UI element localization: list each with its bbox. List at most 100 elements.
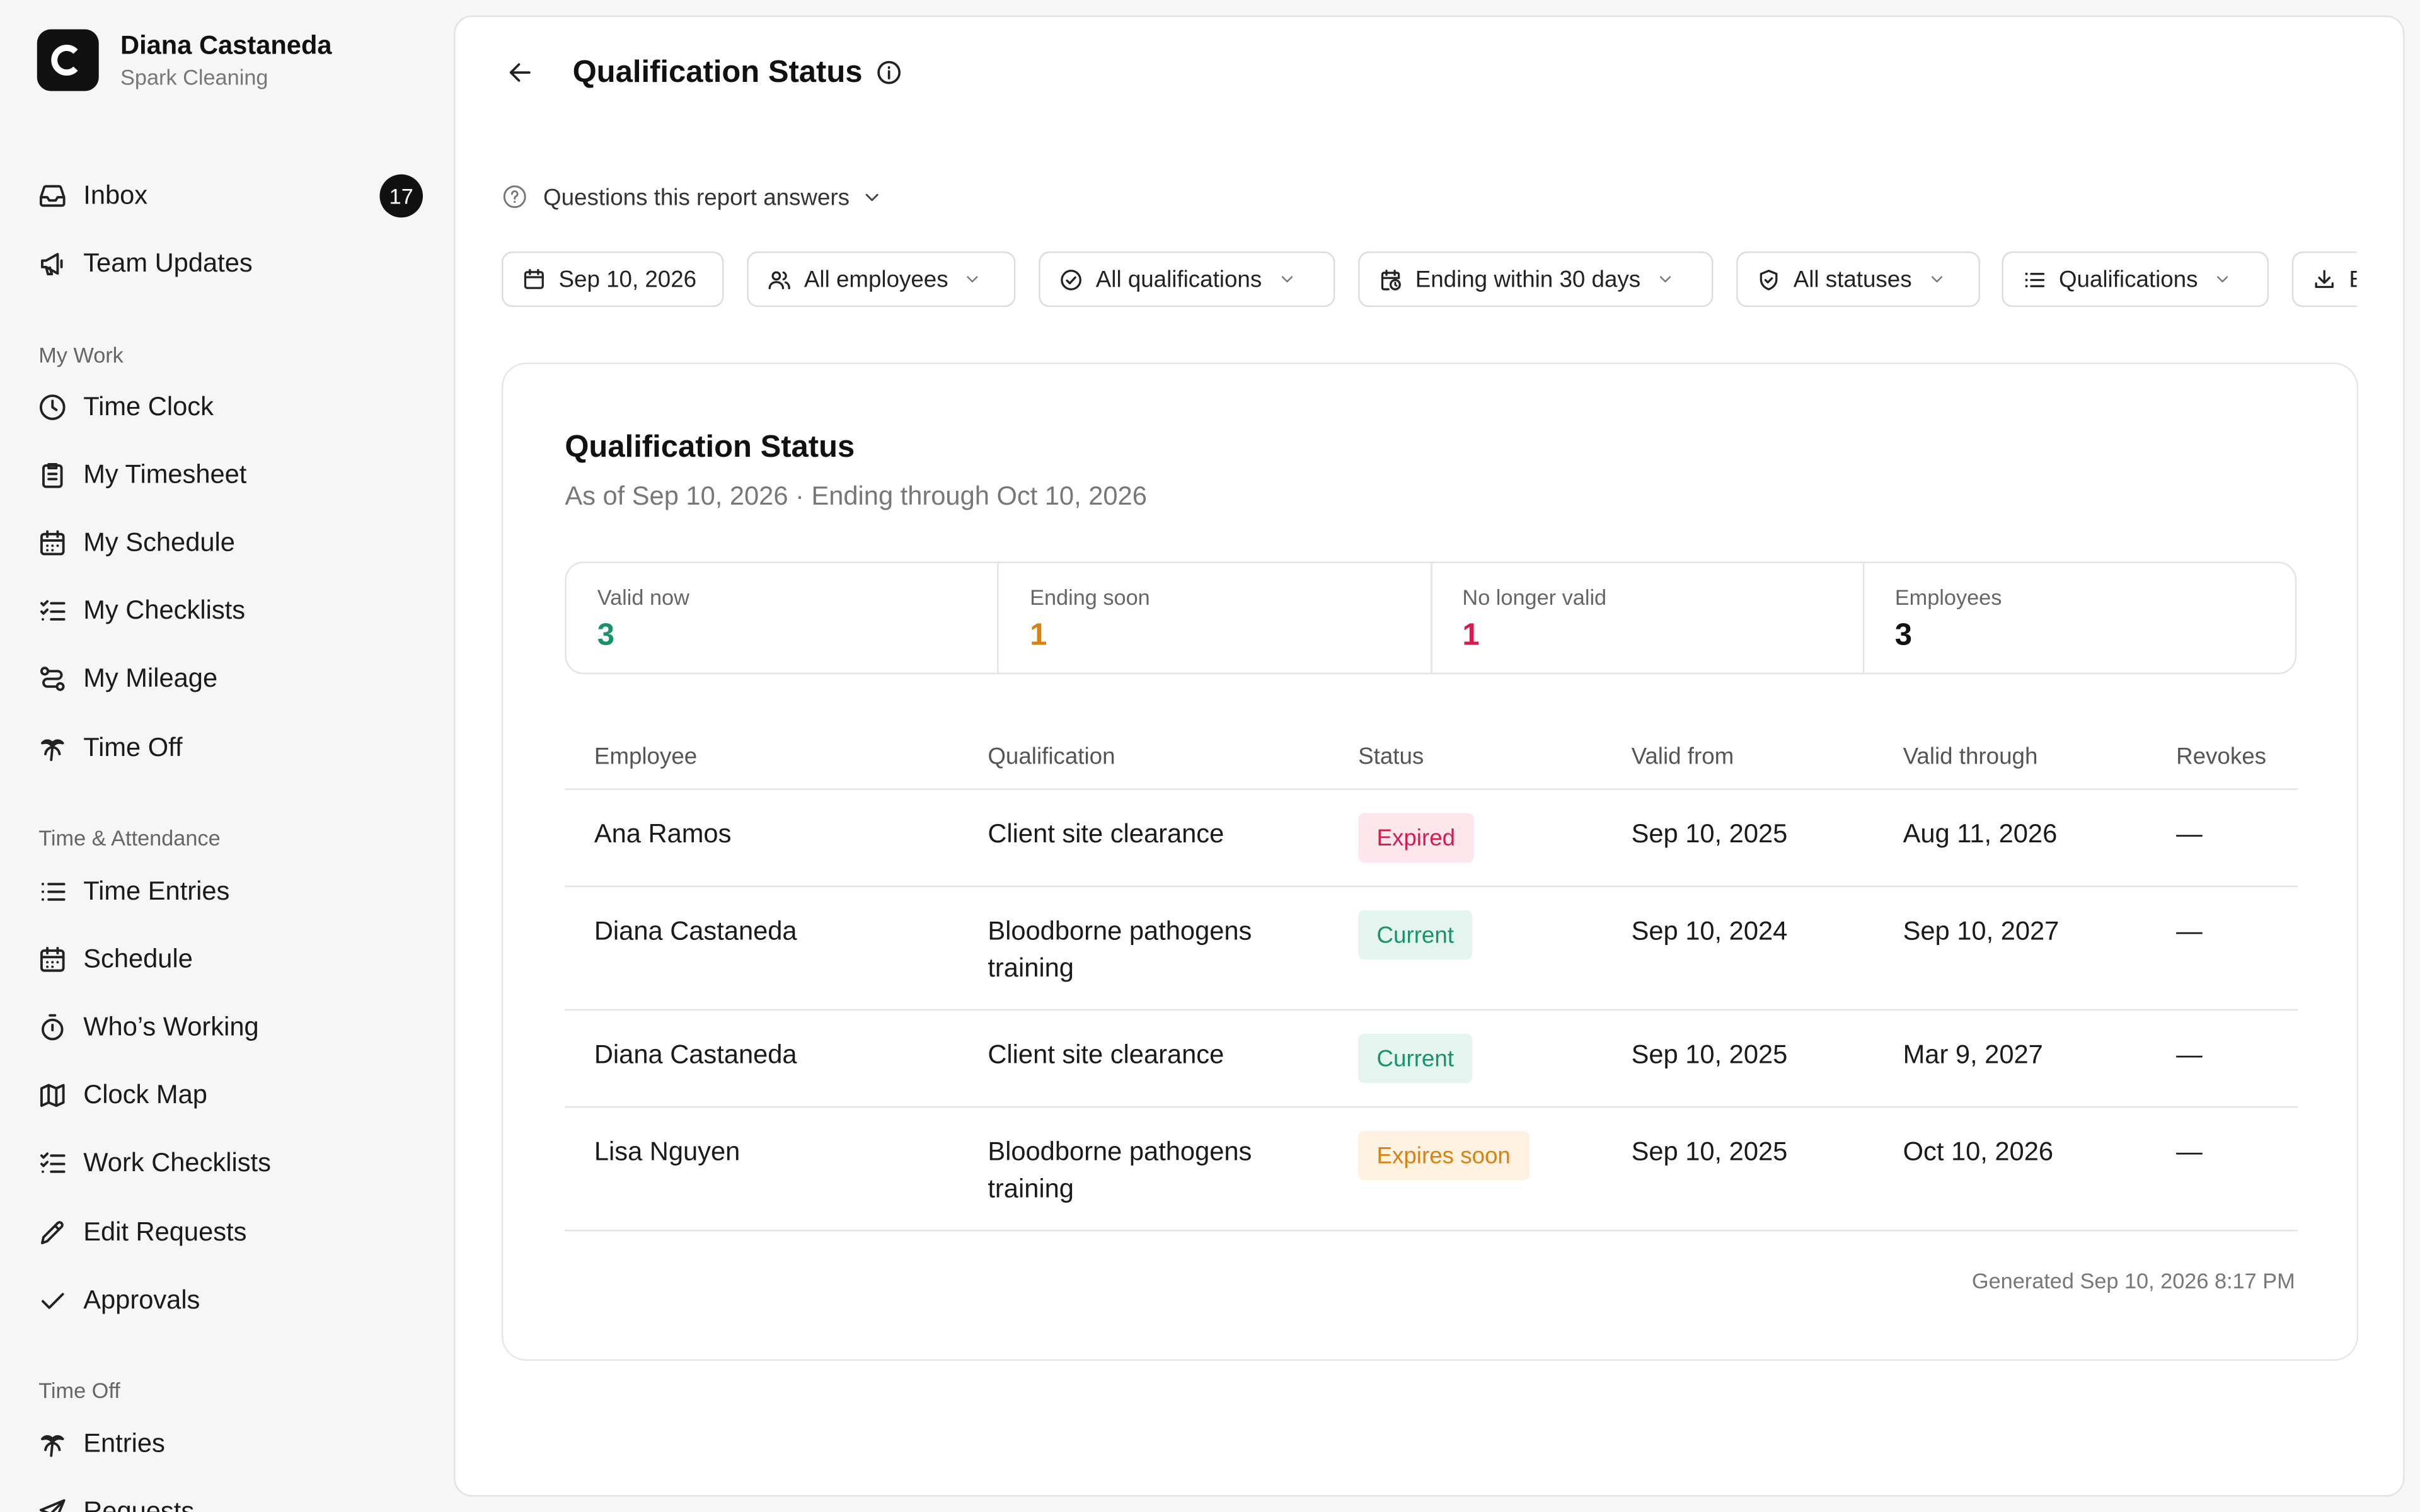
sidebar-item-label: My Mileage bbox=[83, 664, 218, 694]
table-row[interactable]: Diana Castaneda Bloodborne pathogens tra… bbox=[565, 887, 2298, 1011]
valid-from-cell: Sep 10, 2025 bbox=[1631, 1137, 1788, 1167]
sidebar-item-schedule[interactable]: Schedule bbox=[37, 935, 426, 984]
valid-through-cell: Sep 10, 2027 bbox=[1903, 916, 2060, 946]
sidebar-item-approvals[interactable]: Approvals bbox=[37, 1275, 426, 1324]
status-badge: Expired bbox=[1358, 813, 1474, 862]
stat-no-longer-valid: No longer valid 1 bbox=[1431, 563, 1864, 673]
chevron-down-icon bbox=[1656, 270, 1674, 289]
sidebar-item-my-schedule[interactable]: My Schedule bbox=[37, 518, 426, 568]
employee-cell: Lisa Nguyen bbox=[594, 1137, 740, 1167]
sidebar-item-time-off[interactable]: Time Off bbox=[37, 723, 426, 772]
palm-tree-icon bbox=[37, 732, 68, 763]
report-title: Qualification Status bbox=[565, 430, 855, 465]
stat-label: No longer valid bbox=[1462, 585, 1607, 610]
column-header-valid-from[interactable]: Valid from bbox=[1631, 743, 1734, 770]
sidebar-item-label: Inbox bbox=[83, 180, 148, 210]
download-icon bbox=[2312, 267, 2337, 292]
table-row[interactable]: Ana Ramos Client site clearance Expired … bbox=[565, 790, 2298, 888]
qualification-line: Bloodborne pathogens bbox=[988, 916, 1252, 946]
checklist-icon bbox=[37, 596, 68, 627]
questions-toggle[interactable]: Questions this report answers bbox=[502, 183, 884, 211]
status-badge: Current bbox=[1358, 1033, 1473, 1084]
pencil-icon bbox=[37, 1217, 68, 1247]
statuses-filter[interactable]: All statuses bbox=[1736, 251, 1981, 307]
sidebar-item-my-timesheet[interactable]: My Timesheet bbox=[37, 450, 426, 500]
sidebar-item-edit-requests[interactable]: Edit Requests bbox=[37, 1207, 426, 1256]
sidebar-item-team-updates[interactable]: Team Updates bbox=[37, 239, 426, 289]
column-header-status[interactable]: Status bbox=[1358, 743, 1424, 770]
sidebar-item-label: My Schedule bbox=[83, 528, 235, 558]
sidebar-item-requests[interactable]: Requests bbox=[37, 1487, 426, 1512]
stopwatch-icon bbox=[37, 1012, 68, 1043]
palm-tree-icon bbox=[37, 1429, 68, 1460]
help-circle-icon bbox=[502, 183, 529, 211]
check-icon bbox=[37, 1285, 68, 1315]
back-button[interactable] bbox=[505, 57, 536, 88]
qualifications-filter[interactable]: All qualifications bbox=[1039, 251, 1335, 307]
chevron-down-icon bbox=[2213, 270, 2232, 289]
info-icon[interactable] bbox=[875, 59, 902, 86]
sidebar-item-time-entries[interactable]: Time Entries bbox=[37, 867, 426, 916]
revokes-cell: — bbox=[2176, 1040, 2203, 1070]
table-row[interactable]: Lisa Nguyen Bloodborne pathogens trainin… bbox=[565, 1108, 2298, 1232]
logo-c-icon bbox=[51, 45, 78, 76]
sidebar-item-who-s-working[interactable]: Who’s Working bbox=[37, 1003, 426, 1052]
sidebar-item-my-mileage[interactable]: My Mileage bbox=[37, 655, 426, 704]
sidebar-item-clock-map[interactable]: Clock Map bbox=[37, 1071, 426, 1120]
qualification-table: Employee Qualification Status Valid from Val… bbox=[565, 735, 2298, 1232]
arrow-left-icon bbox=[509, 63, 531, 82]
megaphone-icon bbox=[37, 248, 68, 279]
column-header-qualification[interactable]: Qualification bbox=[988, 743, 1115, 770]
status-badge: Expires soon bbox=[1358, 1131, 1530, 1181]
sidebar-item-label: My Checklists bbox=[83, 596, 246, 626]
group-by-filter[interactable]: Qualifications bbox=[2002, 251, 2269, 307]
sidebar-item-work-checklists[interactable]: Work Checklists bbox=[37, 1139, 426, 1188]
calendar-clock-icon bbox=[1378, 267, 1403, 292]
employees-filter-label: All employees bbox=[804, 266, 948, 293]
sidebar-section-label: Time Off bbox=[38, 1377, 120, 1403]
sidebar-section-label: Time & Attendance bbox=[38, 825, 221, 850]
company-logo bbox=[37, 29, 99, 91]
export-button[interactable]: E bbox=[2291, 251, 2357, 307]
sidebar-item-label: Clock Map bbox=[83, 1080, 207, 1110]
sidebar-item-my-checklists[interactable]: My Checklists bbox=[37, 587, 426, 636]
sidebar-section-label: My Work bbox=[38, 342, 124, 367]
column-header-valid-through[interactable]: Valid through bbox=[1903, 743, 2038, 770]
users-icon bbox=[767, 267, 792, 292]
employees-filter[interactable]: All employees bbox=[747, 251, 1016, 307]
date-filter-label: Sep 10, 2026 bbox=[558, 266, 697, 293]
date-filter[interactable]: Sep 10, 2026 bbox=[501, 251, 724, 307]
sidebar-item-label: My Timesheet bbox=[83, 460, 247, 490]
sidebar-item-label: Requests bbox=[83, 1496, 195, 1512]
stat-ending-soon: Ending soon 1 bbox=[999, 563, 1432, 673]
window-filter[interactable]: Ending within 30 days bbox=[1358, 251, 1714, 307]
stat-employees: Employees 3 bbox=[1864, 563, 2295, 673]
account-switcher[interactable]: Diana Castaneda Spark Cleaning bbox=[37, 29, 332, 91]
sidebar-item-inbox[interactable]: Inbox 17 bbox=[37, 171, 426, 220]
valid-from-cell: Sep 10, 2025 bbox=[1631, 819, 1788, 849]
qualification-cell: Client site clearance bbox=[988, 1037, 1224, 1074]
table-header: Employee Qualification Status Valid from Val… bbox=[565, 735, 2298, 790]
send-icon bbox=[37, 1497, 68, 1512]
main-panel: Qualification Status Questions this repo… bbox=[454, 15, 2405, 1497]
sidebar-item-label: Team Updates bbox=[83, 248, 253, 278]
calendar-icon bbox=[37, 528, 68, 559]
sidebar-item-entries[interactable]: Entries bbox=[37, 1419, 426, 1469]
clipboard-icon bbox=[37, 460, 68, 491]
sidebar-item-time-clock[interactable]: Time Clock bbox=[37, 382, 426, 432]
sidebar-item-label: Schedule bbox=[83, 944, 193, 974]
valid-from-cell: Sep 10, 2025 bbox=[1631, 1040, 1788, 1070]
list-icon bbox=[2022, 267, 2046, 292]
column-header-employee[interactable]: Employee bbox=[594, 743, 698, 770]
table-row[interactable]: Diana Castaneda Client site clearance Cu… bbox=[565, 1011, 2298, 1108]
revokes-cell: — bbox=[2176, 819, 2203, 849]
filter-bar: Sep 10, 2026 All employees All qualifica… bbox=[501, 251, 2357, 307]
report-card: Qualification Status As of Sep 10, 2026 … bbox=[501, 362, 2359, 1361]
revokes-cell: — bbox=[2176, 916, 2203, 946]
qualification-line: training bbox=[988, 1174, 1074, 1204]
stat-value: 1 bbox=[1462, 619, 1480, 653]
stat-value: 1 bbox=[1030, 619, 1047, 653]
chevron-down-icon bbox=[862, 186, 884, 208]
column-header-revokes[interactable]: Revokes bbox=[2176, 743, 2267, 770]
